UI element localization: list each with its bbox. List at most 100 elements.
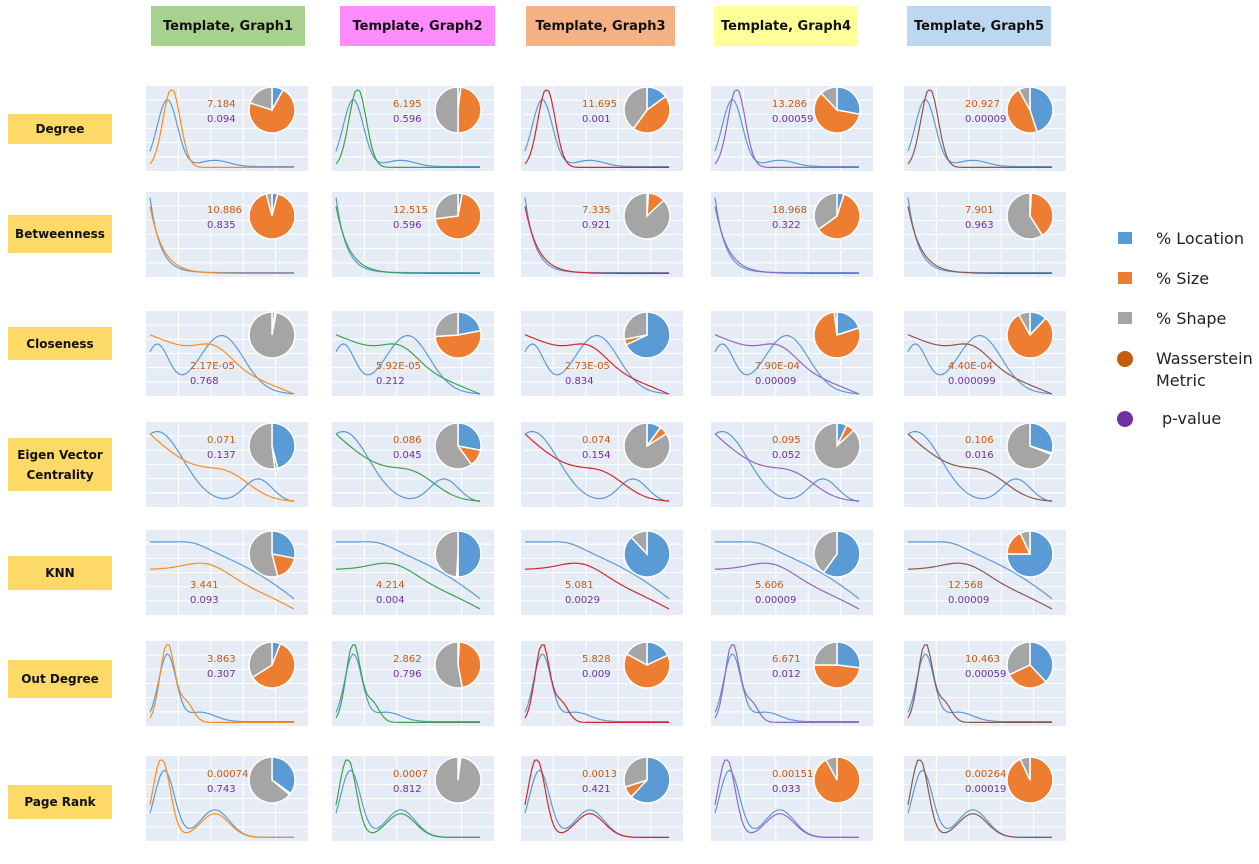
metric-label-4: KNN xyxy=(8,556,112,590)
density-plot: 7.335 0.921 xyxy=(521,192,683,277)
pvalue-value: 0.596 xyxy=(393,114,422,125)
template-header-3: Template, Graph3 xyxy=(526,6,675,46)
cell-1-1: 12.515 0.596 xyxy=(318,188,498,283)
template-density-line xyxy=(524,653,669,723)
wasserstein-value: 4.214 xyxy=(376,580,405,591)
pie-slice-size xyxy=(457,86,482,134)
pie-slice-shape xyxy=(248,641,273,679)
pvalue-value: 0.322 xyxy=(772,220,801,231)
cell-4-0: 3.441 0.093 xyxy=(132,526,312,621)
template-header-1: Template, Graph1 xyxy=(151,6,305,46)
template-density-line xyxy=(907,653,1052,723)
graph-density-line xyxy=(524,644,669,723)
wasserstein-value: 0.106 xyxy=(965,435,994,446)
wasserstein-value: 11.695 xyxy=(582,99,617,110)
pvalue-value: 0.00059 xyxy=(965,669,1006,680)
cell-2-2: 2.73E-05 0.834 xyxy=(507,307,687,402)
pie-slice-shape xyxy=(1006,641,1031,676)
pvalue-value: 0.768 xyxy=(190,376,219,387)
wasserstein-value: 0.00264 xyxy=(965,769,1006,780)
cell-4-2: 5.081 0.0029 xyxy=(507,526,687,621)
pie-slice-shape xyxy=(1006,192,1044,240)
graph-density-line xyxy=(714,759,859,838)
template-density-line xyxy=(335,98,480,168)
cell-3-4: 0.106 0.016 xyxy=(890,418,1070,513)
pie-slice-size xyxy=(813,756,861,804)
pie-slice-shape xyxy=(434,530,459,578)
graph-density-line xyxy=(907,644,1052,723)
template-density-line xyxy=(149,653,294,723)
pie-slice-shape xyxy=(248,756,291,804)
wasserstein-value: 4.40E-04 xyxy=(948,361,993,372)
density-plot: 0.0013 0.421 xyxy=(521,756,683,841)
wasserstein-value: 20.927 xyxy=(965,99,1000,110)
graph-density-line xyxy=(524,433,670,502)
density-plot: 0.0007 0.812 xyxy=(332,756,494,841)
template-density-line xyxy=(714,541,860,600)
metric-label-3: Eigen Vector Centrality xyxy=(8,438,112,491)
pie-slice-size xyxy=(248,88,296,134)
template-header-4: Template, Graph4 xyxy=(714,6,858,46)
template-density-line xyxy=(907,334,1053,395)
template-density-line xyxy=(907,430,1053,503)
pie-slice-location xyxy=(836,641,861,669)
pie-slice-location xyxy=(271,756,296,795)
cell-6-4: 0.00264 0.00019 xyxy=(890,752,1070,847)
pie-slice-location xyxy=(1029,641,1054,683)
template-density-line xyxy=(335,541,481,600)
wasserstein-value: 5.606 xyxy=(755,580,784,591)
graph-density-line xyxy=(335,759,480,838)
pie-slice-size xyxy=(1006,313,1054,359)
metric-label-0: Degree xyxy=(8,114,112,144)
density-plot: 18.968 0.322 xyxy=(711,192,873,277)
density-plot: 10.463 0.00059 xyxy=(904,641,1066,726)
cell-4-1: 4.214 0.004 xyxy=(318,526,498,621)
density-plot: 13.286 0.00059 xyxy=(711,86,873,171)
pvalue-value: 0.963 xyxy=(965,220,994,231)
pie-slice-shape xyxy=(248,311,296,359)
pvalue-value: 0.596 xyxy=(393,220,422,231)
pvalue-value: 0.137 xyxy=(207,450,236,461)
graph-density-line xyxy=(907,562,1053,610)
wasserstein-value: 0.086 xyxy=(393,435,422,446)
pvalue-value: 0.093 xyxy=(190,595,219,606)
graph-density-line xyxy=(907,206,1052,274)
legend-size-label: % Size xyxy=(1156,269,1210,288)
cell-5-1: 2.862 0.796 xyxy=(318,637,498,732)
density-plot: 7.184 0.094 xyxy=(146,86,308,171)
wasserstein-value: 3.441 xyxy=(190,580,219,591)
density-plot: 0.071 0.137 xyxy=(146,422,308,507)
pie-slice-shape xyxy=(623,86,648,130)
graph-density-line xyxy=(335,433,481,502)
wasserstein-value: 10.886 xyxy=(207,205,242,216)
template-density-line xyxy=(524,334,670,395)
wasserstein-value: 12.515 xyxy=(393,205,428,216)
wasserstein-value: 7.184 xyxy=(207,99,236,110)
pie-slice-location xyxy=(1029,422,1054,455)
graph-density-line xyxy=(149,89,294,168)
density-plot: 5.828 0.009 xyxy=(521,641,683,726)
pie-slice-location xyxy=(271,530,296,560)
metric-label-6: Page Rank xyxy=(8,785,112,819)
wasserstein-dot xyxy=(1117,351,1133,367)
pie-slice-shape xyxy=(1006,422,1053,470)
template-density-line xyxy=(335,653,480,723)
metric-label-2: Closeness xyxy=(8,327,112,360)
template-density-line xyxy=(907,98,1052,168)
legend-item-size: % Size xyxy=(1112,264,1259,304)
pie-slice-shape xyxy=(625,641,648,667)
pie-slice-shape xyxy=(813,422,861,470)
pie-slice-size xyxy=(632,95,671,134)
cell-6-1: 0.0007 0.812 xyxy=(318,752,498,847)
pvalue-value: 0.212 xyxy=(376,376,405,387)
pie-slice-location xyxy=(1006,530,1054,578)
pvalue-value: 0.052 xyxy=(772,450,801,461)
pvalue-value: 0.154 xyxy=(582,450,611,461)
pie-slice-size xyxy=(817,193,861,240)
wasserstein-value: 0.095 xyxy=(772,435,801,446)
size-swatch xyxy=(1118,272,1132,284)
graph-density-line xyxy=(149,206,294,274)
cell-2-0: 2.17E-05 0.768 xyxy=(132,307,312,402)
template-density-line xyxy=(714,334,860,395)
graph-density-line xyxy=(714,433,860,502)
